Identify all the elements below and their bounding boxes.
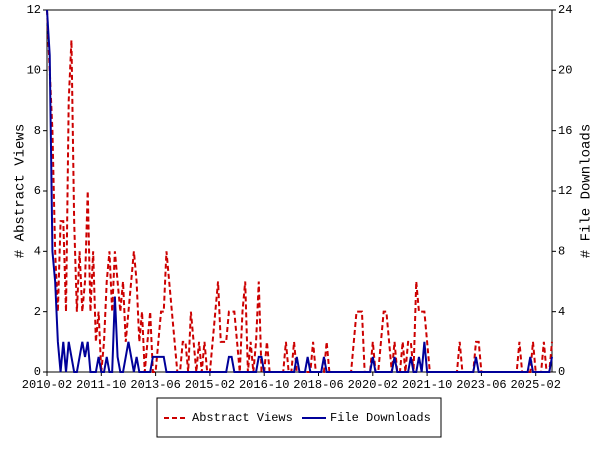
legend-box: [156, 397, 442, 438]
y-tick-label: 10: [27, 64, 41, 78]
x-tick-label: 2016-10: [239, 378, 289, 392]
y2-tick-label: 0: [558, 365, 565, 379]
legend-label: File Downloads: [330, 411, 431, 425]
y2-tick-label: 8: [558, 245, 565, 259]
legend-label: Abstract Views: [192, 411, 293, 425]
y2-tick-label: 20: [558, 64, 572, 78]
x-tick-label: 2010-02: [22, 378, 72, 392]
y-tick-label: 12: [27, 3, 41, 17]
y2-axis-title: # File Downloads: [579, 124, 595, 258]
x-tick-label: 2015-02: [185, 378, 235, 392]
y2-tick-label: 12: [558, 184, 572, 198]
x-tick-label: 2018-06: [293, 378, 343, 392]
x-tick-label: 2011-10: [76, 378, 126, 392]
plot-frame: [46, 9, 553, 373]
series-line: [46, 9, 553, 373]
y-tick-label: 8: [34, 124, 41, 138]
x-tick-label: 2021-10: [402, 378, 452, 392]
x-tick-label: 2020-02: [348, 378, 398, 392]
y2-tick-label: 4: [558, 305, 565, 319]
y2-tick-label: 24: [558, 3, 572, 17]
y2-tick-label: 16: [558, 124, 572, 138]
y-tick-label: 4: [34, 245, 41, 259]
y-tick-label: 2: [34, 305, 41, 319]
y-tick-label: 6: [34, 184, 41, 198]
x-tick-label: 2025-02: [510, 378, 560, 392]
y-tick-label: 0: [34, 365, 41, 379]
x-tick-label: 2023-06: [456, 378, 506, 392]
x-tick-label: 2013-06: [130, 378, 180, 392]
y-axis-title: # Abstract Views: [13, 124, 29, 258]
series-line: [46, 9, 553, 373]
